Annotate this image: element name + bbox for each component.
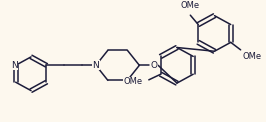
Text: N: N [11,61,18,70]
Text: OMe: OMe [181,1,200,10]
Text: OMe: OMe [123,77,143,86]
Text: N: N [93,61,99,70]
Text: OMe: OMe [243,52,262,61]
Text: O: O [151,61,158,70]
